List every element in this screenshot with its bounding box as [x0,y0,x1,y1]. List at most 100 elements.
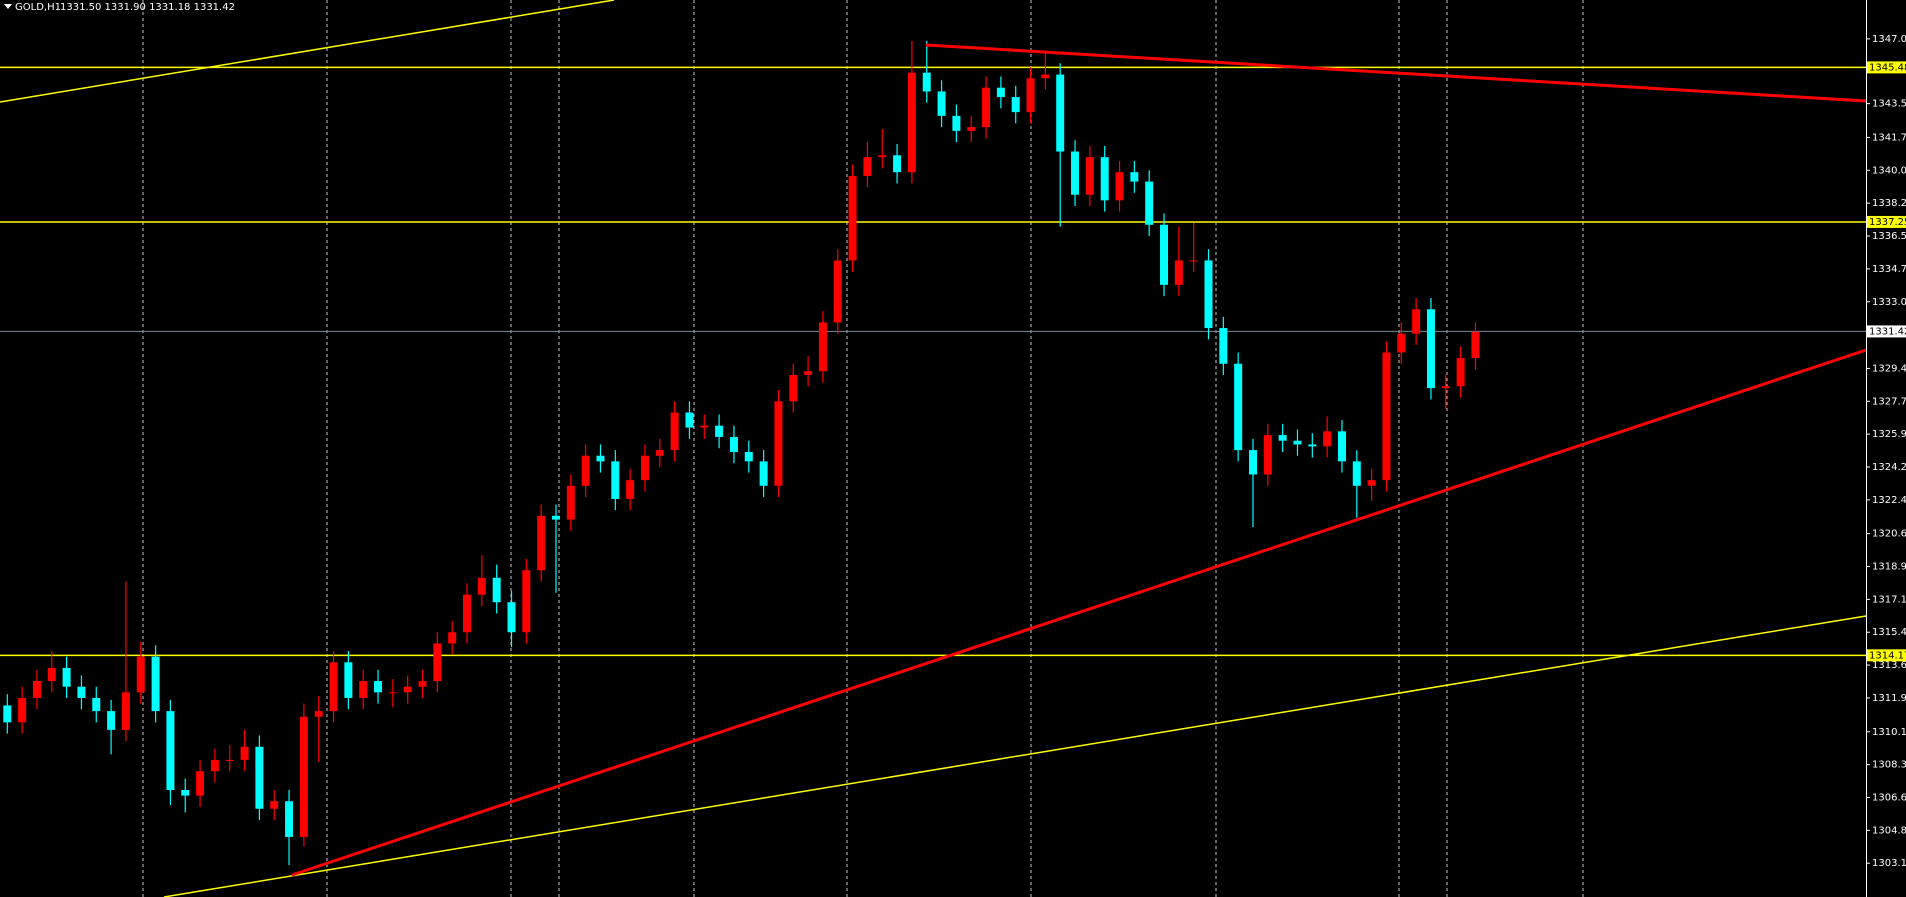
candle-body [1219,328,1228,364]
y-tick-label: 1329.45 [1872,363,1906,374]
candle-body [1293,440,1302,445]
candle-body [1026,78,1035,113]
y-tick-label: 1317.15 [1872,594,1906,605]
y-tick-label: 1340.00 [1872,165,1906,176]
candle-body [1456,358,1465,387]
candle-body [1412,309,1421,334]
candle-body [729,436,738,452]
y-tick-label: 1304.85 [1872,825,1906,836]
trendlines [0,0,1867,897]
candle-body [1263,435,1272,475]
candle-body [804,371,813,375]
candle-body [1426,309,1435,389]
candle-body [1189,260,1198,262]
y-tick-label: 1343.55 [1872,99,1906,110]
y-tick-label: 1313.65 [1872,660,1906,671]
candle-body [314,711,323,717]
y-tick-label: 1320.65 [1872,529,1906,540]
candle-body [1204,260,1213,329]
candle-body [626,480,635,499]
candle-body [32,681,41,698]
candle-body [270,801,279,809]
y-tick-label: 1324.20 [1872,462,1906,473]
candle-body [1323,431,1332,447]
candle-body [818,322,827,372]
candle-body [255,746,264,809]
candle-body [196,771,205,796]
candle-body [551,515,560,520]
candle-body [1041,74,1050,79]
trendline [925,43,1867,103]
symbol: GOLD,H1 [15,2,61,13]
level-label-bg [1867,61,1906,74]
candle-body [1397,333,1406,353]
candle-body [848,175,857,261]
y-tick-label: 1325.95 [1872,429,1906,440]
y-tick-label: 1327.70 [1872,396,1906,407]
level-label: 1337.25 [1869,217,1906,228]
candle-body [477,577,486,595]
candle-body [715,425,724,437]
y-tick-label: 1336.50 [1872,231,1906,242]
trendline [163,615,1867,897]
level-label: 1345.48 [1869,62,1906,73]
candle-body [240,746,249,760]
level-label-bg [1867,649,1906,662]
candle-body [907,72,916,173]
y-tick-label: 1308.35 [1872,760,1906,771]
candle-body [789,374,798,402]
candle-body [210,759,219,772]
candle-body [1367,480,1376,486]
candle-body [166,711,175,790]
y-tick-label: 1322.45 [1872,495,1906,506]
candle-body [418,681,427,687]
candle-body [1352,461,1361,486]
candle-body [1100,157,1109,201]
candle-body [1145,181,1154,225]
candle-body [640,455,649,481]
candle-body [1278,435,1287,441]
candle-body [596,455,605,462]
trendline [0,0,615,103]
candle-body [1471,331,1480,359]
candle-body [1234,363,1243,451]
price-axis: 1347.00 1343.55 1341.75 1340.00 1338.25 1336.… [1866,34,1906,869]
candle-body [18,697,27,723]
candle-body [566,485,575,520]
candle-body [136,656,145,693]
candle-body [611,461,620,499]
candle-body [151,656,160,712]
y-tick-label: 1334.75 [1872,264,1906,275]
candle-body [433,643,442,682]
candle-body [1071,151,1080,195]
candle-body [522,570,531,633]
candle-body [285,801,294,837]
y-tick-label: 1347.00 [1872,34,1906,45]
candle-body [774,401,783,486]
candle-body [952,115,961,131]
candle-body [685,412,694,428]
candle-body [374,681,383,693]
candle-body [700,425,709,428]
level-label: 1314.17 [1869,650,1906,661]
candle-body [833,260,842,323]
candle-body [759,461,768,486]
bid-label: 1331.42 [1869,326,1906,337]
level-label-bg [1867,215,1906,228]
candle-body [507,602,516,633]
candle-body [1249,450,1258,475]
candle-body [893,155,902,173]
menu-arrow[interactable] [4,4,12,9]
candles [3,40,1480,866]
y-tick-label: 1306.60 [1872,792,1906,803]
candle-body [537,515,546,571]
candle-body [1308,444,1317,447]
candle-body [1160,224,1169,285]
candle-body [225,759,234,761]
candle-body [982,87,991,128]
price-axis-bg [1866,0,1906,897]
y-tick-label: 1315.40 [1872,627,1906,638]
candle-body [299,716,308,837]
